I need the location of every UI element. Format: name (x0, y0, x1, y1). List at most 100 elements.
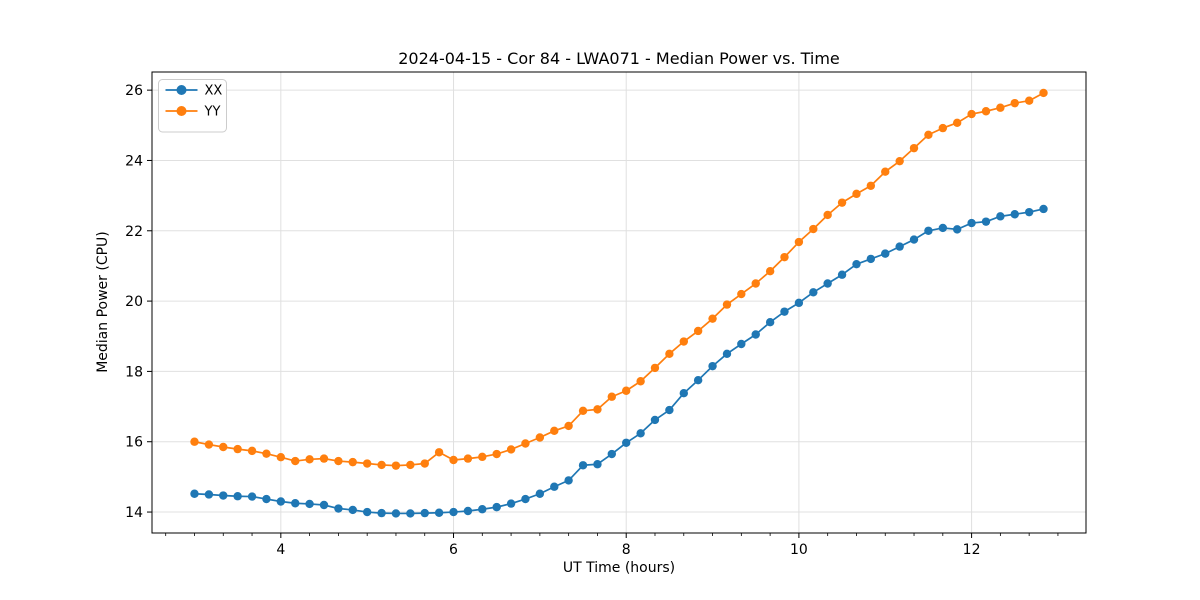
series-yy-marker (535, 433, 545, 442)
series-xx-marker (564, 476, 573, 485)
series-yy-marker (636, 377, 645, 386)
series-xx-marker (866, 254, 876, 264)
series-xx-marker (852, 259, 861, 269)
series-yy-marker (1010, 98, 1019, 108)
series-yy-marker (420, 459, 429, 468)
series-xx-marker (607, 449, 616, 459)
series-xx-marker (722, 349, 732, 359)
series-xx-marker (578, 461, 588, 470)
series-xx-marker (909, 235, 919, 244)
series-yy-marker (837, 198, 847, 207)
series-xx-marker (1010, 210, 1019, 219)
series-yy-marker (809, 224, 818, 234)
series-yy-marker (895, 156, 904, 166)
legend-swatch-marker-yy (176, 106, 187, 116)
series-xx-marker (420, 508, 429, 518)
plot-border (151, 71, 1087, 534)
series-xx-marker (967, 218, 976, 228)
series-yy-marker (938, 123, 948, 133)
x-axis-label: UT Time (hours) (563, 560, 675, 576)
series-yy-marker (219, 442, 228, 452)
series-yy-marker (449, 455, 458, 465)
series-yy-marker (276, 453, 286, 462)
series-yy-marker (823, 210, 832, 220)
series-xx-marker (823, 279, 832, 288)
series-xx-marker (521, 494, 530, 504)
y-tick-label-16: 16 (125, 435, 143, 451)
series-yy-marker (362, 459, 372, 468)
series-xx-marker (708, 361, 717, 371)
series-yy-marker (952, 118, 962, 128)
series-xx-marker (319, 500, 329, 510)
series-xx-marker (305, 499, 314, 509)
series-yy-marker (765, 267, 775, 276)
series-yy-marker (1039, 88, 1048, 98)
legend-label-xx: XX (205, 84, 223, 99)
grid-layer (152, 72, 1086, 533)
series-xx-marker (478, 505, 487, 514)
series-xx-marker (996, 212, 1005, 221)
series-yy-marker (319, 454, 329, 463)
series-xx-marker (247, 492, 257, 501)
series-xx-marker (1024, 207, 1034, 217)
series-xx-marker (449, 507, 458, 517)
series-yy-marker (909, 143, 919, 153)
series-yy-marker (852, 189, 861, 199)
tick-layer: 4 6 8 10 12 14 16 18 20 22 24 26 (125, 83, 1059, 558)
series-yy-marker (967, 109, 976, 119)
series-xx-marker (219, 491, 228, 500)
series-yy-marker (737, 289, 746, 299)
series-xx-marker (837, 270, 847, 279)
series-xx-marker (593, 460, 602, 469)
series-xx-marker (765, 317, 775, 327)
series-yy-marker (679, 337, 688, 346)
series-xx-marker (434, 508, 444, 517)
series-xx-marker (924, 226, 933, 235)
series-xx-marker (794, 298, 804, 308)
series-xx-marker (262, 494, 271, 504)
series-yy-marker (593, 405, 602, 414)
series-xx-marker (463, 506, 473, 516)
series-xx-marker (952, 225, 962, 234)
series-xx-marker (693, 376, 703, 385)
x-tick-label-8: 8 (622, 542, 631, 558)
series-yy-marker (622, 386, 631, 395)
series-xx-marker (650, 415, 660, 425)
series-yy-marker (780, 252, 789, 262)
series-yy-marker (693, 326, 703, 336)
chart-title: 2024-04-15 - Cor 84 - LWA071 - Median Po… (398, 49, 840, 68)
series-xx-marker (506, 499, 516, 508)
series-yy-marker (463, 454, 473, 463)
series-xx-marker (204, 490, 214, 499)
series-yy-marker (334, 456, 343, 466)
series-xx-marker (348, 505, 357, 515)
series-xx-marker (938, 223, 948, 233)
series-yy-marker (751, 279, 760, 288)
series-xx-marker (636, 429, 645, 438)
series-xx-marker (291, 499, 300, 508)
series-yy-marker (650, 363, 660, 373)
x-tick-label-10: 10 (790, 542, 808, 558)
series-yy-marker (794, 237, 804, 247)
legend-box (158, 79, 227, 133)
series-yy-marker (996, 103, 1005, 112)
series-xx-marker (622, 438, 631, 447)
series-yy-marker (665, 349, 674, 359)
series-yy-marker (550, 426, 559, 436)
series-xx-marker (1039, 204, 1048, 214)
legend-label-yy: YY (204, 105, 221, 120)
series-xx-marker (362, 507, 372, 517)
y-tick-label-24: 24 (125, 153, 143, 169)
series-xx-marker (780, 307, 789, 316)
series-yy-marker (981, 107, 991, 116)
series-xx-marker (981, 217, 991, 226)
x-tick-label-4: 4 (276, 542, 285, 558)
series-yy-marker (506, 445, 516, 454)
series-xx-marker (737, 339, 746, 349)
y-tick-label-20: 20 (125, 294, 143, 310)
legend-swatch-marker-xx (176, 85, 187, 95)
series-xx-marker (334, 504, 343, 513)
series-yy-marker (233, 444, 242, 454)
series-yy-marker (204, 440, 214, 449)
